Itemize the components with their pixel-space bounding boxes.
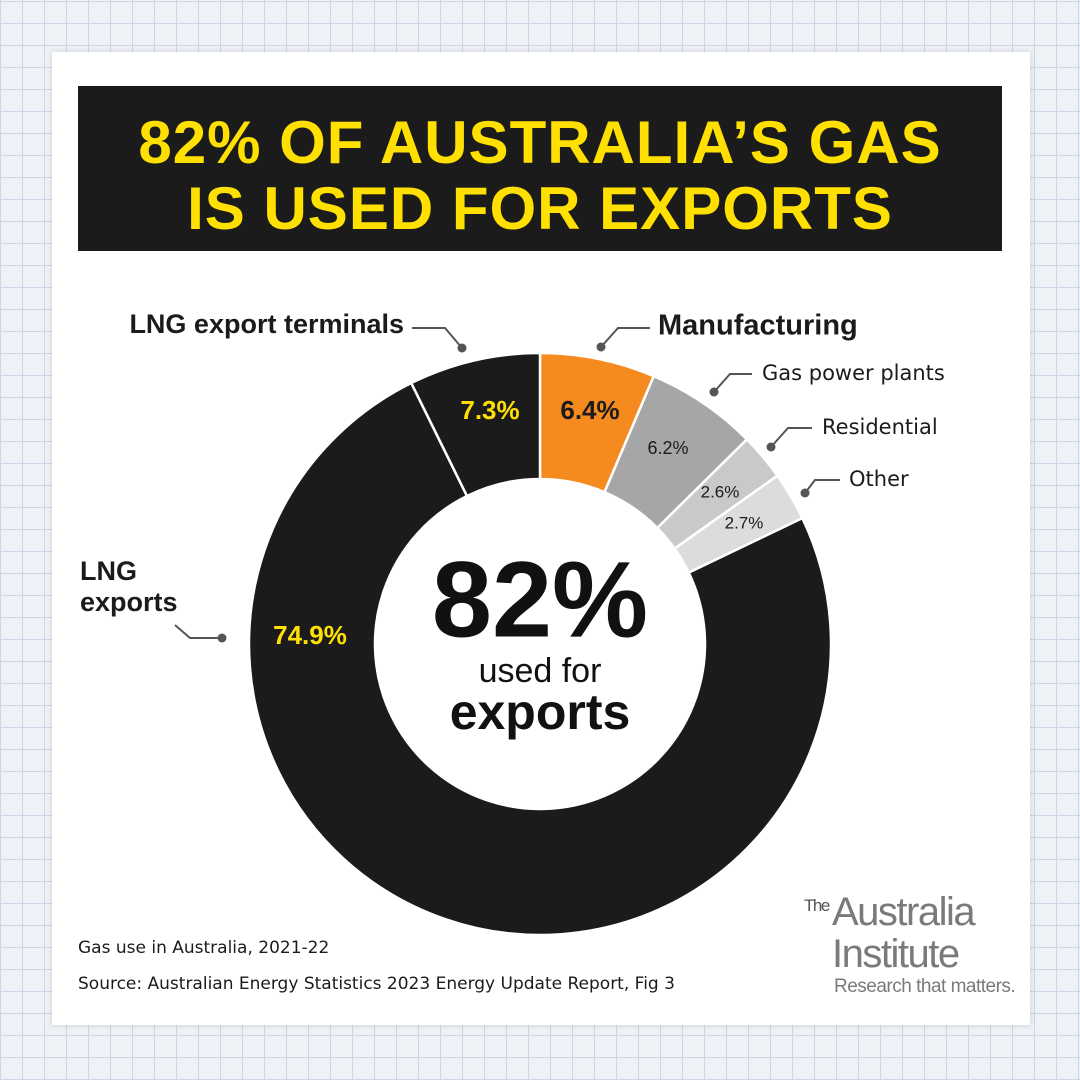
leader-line xyxy=(600,327,650,348)
center-value: 82% xyxy=(432,539,648,660)
leader-line xyxy=(174,624,222,639)
donut-segment xyxy=(247,381,833,937)
category-label: Other xyxy=(849,467,909,491)
center-text: used for xyxy=(479,652,602,690)
leader-dot xyxy=(217,633,227,643)
title-line: 82% OF AUSTRALIA’S GAS xyxy=(138,109,942,176)
category-label: Gas power plants xyxy=(762,361,945,385)
leader-dot xyxy=(596,342,606,352)
source: Source: Australian Energy Statistics 202… xyxy=(78,974,675,994)
leader-dot xyxy=(766,442,776,452)
value-label: 7.3% xyxy=(460,395,519,425)
category-label: Manufacturing xyxy=(658,310,858,342)
center-text: exports xyxy=(450,684,631,740)
logo-text: Institute xyxy=(832,932,960,976)
leader-dot xyxy=(709,387,719,397)
leader-line xyxy=(713,373,752,393)
leader-dot xyxy=(457,343,467,353)
value-label: 6.4% xyxy=(560,395,619,425)
donut-segment xyxy=(409,351,542,498)
value-label: 74.9% xyxy=(273,620,347,650)
leader-dot xyxy=(800,488,810,498)
title-box: 82% OF AUSTRALIA’S GAS IS USED FOR EXPOR… xyxy=(78,86,1002,251)
logo-text: The xyxy=(804,896,830,915)
category-label: LNG export terminals xyxy=(129,309,404,339)
leader-line xyxy=(804,479,840,494)
category-label: Residential xyxy=(822,415,938,439)
value-label: 2.6% xyxy=(701,482,740,501)
note: Gas use in Australia, 2021-22 xyxy=(78,938,330,958)
title-line: IS USED FOR EXPORTS xyxy=(187,175,893,242)
category-label: LNG exports xyxy=(80,556,178,617)
leader-line xyxy=(412,327,463,349)
logo-text: Research that matters. xyxy=(834,976,1016,997)
leader-line xyxy=(770,427,812,448)
logo-text: Australia xyxy=(832,890,976,934)
value-label: 2.7% xyxy=(725,513,764,532)
value-label: 6.2% xyxy=(647,438,688,458)
